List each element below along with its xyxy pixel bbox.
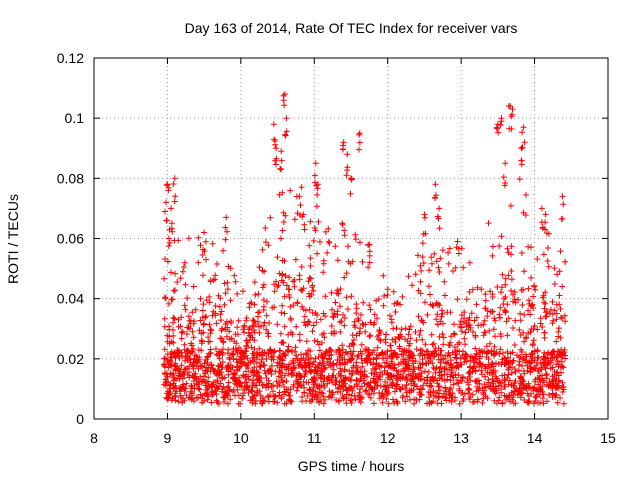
y-tick-label: 0.06 xyxy=(57,231,84,247)
x-tick-label: 15 xyxy=(600,430,616,446)
y-tick-labels: 0 0.02 0.04 0.06 0.08 0.1 0.12 xyxy=(57,50,84,427)
x-tick-label: 9 xyxy=(164,430,172,446)
axis-ticks xyxy=(93,57,609,420)
x-tick-labels: 8 9 10 11 12 13 14 15 xyxy=(90,430,616,446)
x-tick-label: 12 xyxy=(380,430,396,446)
y-tick-label: 0.08 xyxy=(57,170,84,186)
x-tick-label: 10 xyxy=(233,430,249,446)
chart-title: Day 163 of 2014, Rate Of TEC Index for r… xyxy=(185,20,518,36)
y-tick-label: 0.02 xyxy=(57,351,84,367)
x-axis-label: GPS time / hours xyxy=(298,458,405,474)
x-tick-label: 13 xyxy=(453,430,469,446)
y-tick-label: 0.04 xyxy=(57,291,84,307)
x-tick-label: 8 xyxy=(90,430,98,446)
y-tick-label: 0.12 xyxy=(57,50,84,66)
y-tick-label: 0.1 xyxy=(65,110,85,126)
y-tick-label: 0 xyxy=(76,411,84,427)
data-points xyxy=(160,91,569,407)
y-axis-label: ROTI / TECUs xyxy=(5,194,21,284)
x-tick-label: 11 xyxy=(307,430,322,446)
x-tick-label: 14 xyxy=(527,430,543,446)
roti-data-point-markers xyxy=(160,91,569,407)
